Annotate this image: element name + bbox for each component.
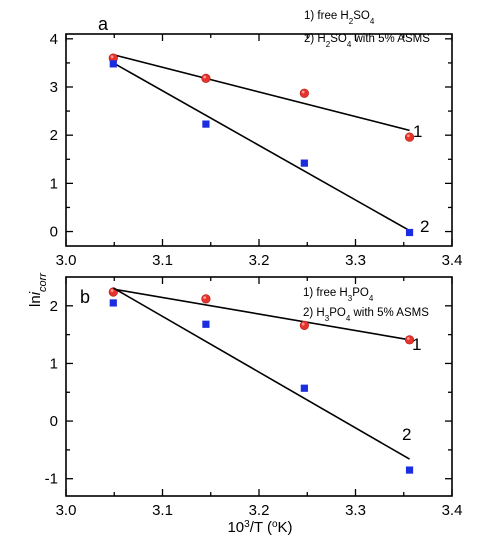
panel-a-point-1 [299,88,309,98]
panel-a-y-tick-label: 0 [50,224,58,241]
panel-b-point-1 [299,320,309,331]
y-axis-title-main: ln [27,295,44,307]
panel-b-fit-line-1 [113,288,410,341]
panel-a-point-2 [405,228,414,237]
panel-b-fit-line-2 [112,287,410,460]
panel-b-legend-entry-1: 1) free H3PO4 [303,287,374,303]
panel-b: 3.0 3.1 3.2 3.3 3.4 -1 0 1 2 b 1) free H3PO4 2) H3P… [45,276,463,519]
panel-a-point-2 [202,120,210,128]
panel-b-x-tick-label: 3.3 [345,502,366,519]
panel-b-point-2 [300,384,308,392]
panel-a-point-highlight [301,90,305,94]
panel-b-y-tick-label: 0 [50,413,58,430]
panel-b-point-2 [405,466,414,474]
panel-b-point-2 [109,299,117,307]
panel-a-x-tick-label: 3.1 [152,252,173,269]
panel-b-curve-label-2: 2 [402,425,411,444]
panel-a-series-2 [109,60,414,237]
panel-a-legend-entry-2: 2) H2SO4 with 5% ASMS [304,33,430,49]
panel-a-curve-label-1: 1 [413,122,422,141]
panel-b-y-tick-label: 2 [50,298,58,315]
panel-a-legend-entry-1: 1) free H2SO4 [304,10,375,26]
panel-a-fit-line-2 [112,62,410,232]
panel-b-point-highlight [203,296,207,299]
panel-b-point-2 [202,320,210,328]
panel-b-point-1 [201,294,211,304]
panel-b-x-tick-label: 3.2 [249,502,270,519]
panel-a-point-2 [300,159,308,167]
panel-a: 3.0 3.1 3.2 3.3 3.4 0 1 2 3 4 a 1) free H2SO4 2) H2S… [50,10,463,269]
panel-b-y-tick-label: -1 [45,471,58,488]
panel-b-curve-label-1: 1 [412,335,421,354]
panel-b-y-tick-label: 1 [50,355,58,372]
y-axis-title-sub: corr [37,272,49,292]
panel-a-point-highlight [203,75,207,79]
panel-b-x-tick-label: 3.4 [442,502,463,519]
panel-b-x-tick-label: 3.0 [56,502,77,519]
panel-b-point-highlight [110,289,114,293]
y-axis-title: lnicorr [27,272,49,307]
panel-a-curve-label-2: 2 [420,217,429,236]
panel-a-y-tick-label: 4 [50,31,58,48]
panel-b-letter: b [80,287,90,307]
panel-a-plot-frame [65,33,453,247]
panel-a-point-1 [201,73,211,83]
panel-a-point-highlight [110,55,114,59]
panel-a-x-tick-label: 3.0 [56,252,77,269]
panel-a-y-tick-label: 2 [50,127,58,144]
panel-a-series-1 [108,53,415,142]
panel-a-x-tick-label: 3.3 [345,252,366,269]
panel-a-fit-line-1 [113,53,410,132]
panel-b-series-2 [109,287,414,474]
panel-a-x-tick-label: 3.2 [249,252,270,269]
panel-b-point-highlight [406,337,410,340]
y-axis-title-italic: i [27,291,44,295]
panel-a-point-highlight [406,134,410,138]
panel-a-letter: a [98,14,109,34]
panel-a-point-2 [109,60,117,68]
panel-a-y-tick-label: 3 [50,79,58,96]
panel-a-x-tick-label: 3.4 [442,252,463,269]
panel-b-legend-entry-2: 2) H3PO4 with 5% ASMS [303,307,429,323]
panel-b-point-highlight [301,322,305,326]
x-axis-title: 103/T (oK) [227,519,292,537]
panel-b-x-tick-label: 3.1 [152,502,173,519]
panel-a-y-tick-label: 1 [50,175,58,192]
